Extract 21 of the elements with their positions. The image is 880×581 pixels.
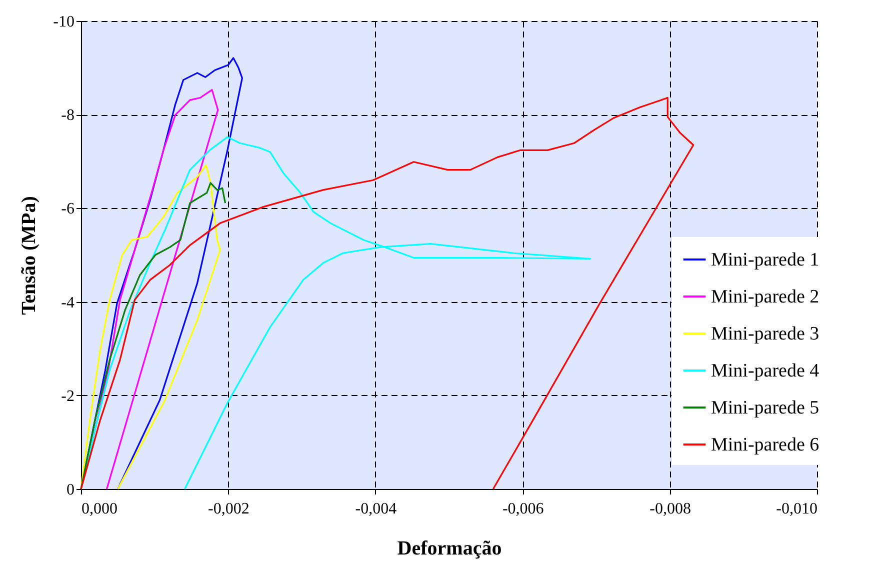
x-tick-label: -0,006 <box>502 500 544 518</box>
y-tick-label: -8 <box>61 107 74 124</box>
legend-label: Mini-parede 4 <box>711 360 820 382</box>
y-tick-label: -6 <box>61 200 74 218</box>
y-tick-label: -2 <box>61 388 74 405</box>
y-axis-title: Tensão (MPa) <box>18 196 40 315</box>
x-tick-label: -0,010 <box>776 500 818 518</box>
y-tick-label: -10 <box>53 14 74 30</box>
x-tick-label: -0,004 <box>355 500 397 518</box>
legend-label: Mini-parede 6 <box>711 434 820 456</box>
x-tick-label: -0,008 <box>650 500 691 518</box>
legend-label: Mini-parede 3 <box>711 324 820 344</box>
x-tick-label: 0,000 <box>82 500 118 518</box>
x-axis-title: Deformação <box>397 538 502 560</box>
legend-label: Mini-parede 1 <box>711 250 820 270</box>
legend-label: Mini-parede 2 <box>711 286 820 308</box>
y-tick-label: 0 <box>66 482 74 498</box>
y-tick-label: -4 <box>61 294 74 312</box>
x-tick-label: -0,002 <box>208 500 250 518</box>
line-series <box>80 96 694 490</box>
legend-label: Mini-parede 5 <box>711 398 820 418</box>
